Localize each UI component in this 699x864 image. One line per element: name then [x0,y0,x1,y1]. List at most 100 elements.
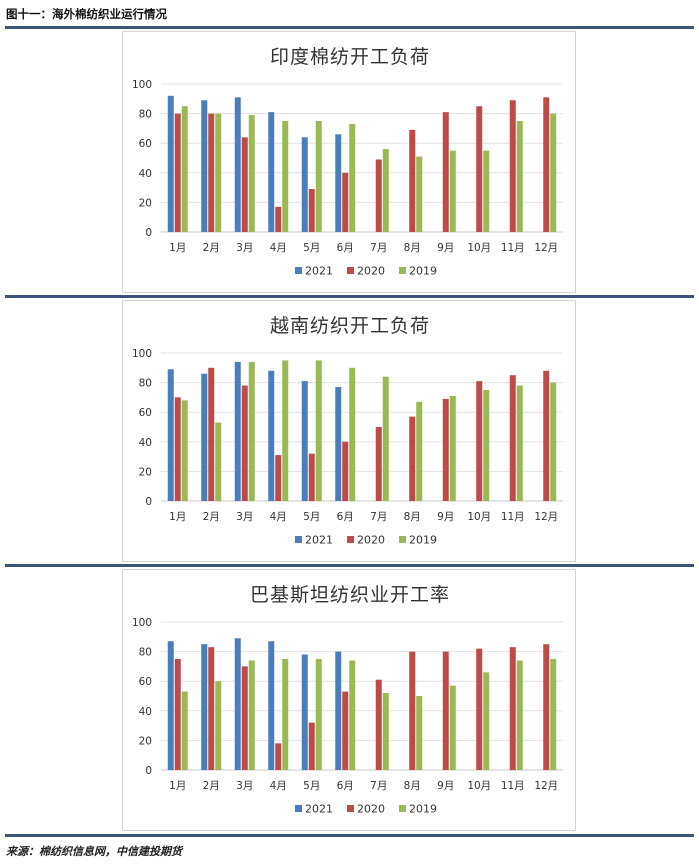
bar-2020-5月 [308,722,315,770]
x-tick-label: 3月 [236,780,253,792]
bar-2020-11月 [509,375,516,501]
x-tick-label: 10月 [467,780,491,792]
x-tick-label: 12月 [534,511,558,523]
x-tick-label: 1月 [169,242,186,254]
y-tick-label: 0 [145,227,152,239]
bar-2019-12月 [550,659,557,770]
x-tick-label: 4月 [270,242,287,254]
bar-2021-4月 [268,370,275,501]
y-tick-label: 0 [145,765,152,777]
x-tick-label: 11月 [501,780,525,792]
bar-2020-4月 [275,455,282,501]
bar-2019-7月 [382,376,389,501]
bar-2020-6月 [342,172,349,232]
chart-title: 越南纺织开工负荷 [270,315,430,337]
legend-swatch-2021 [295,536,302,543]
bar-2019-1月 [181,691,188,770]
bar-2021-2月 [201,644,208,770]
bar-2021-6月 [335,651,342,770]
y-tick-label: 40 [139,437,152,449]
bar-2019-8月 [416,401,423,501]
bar-2020-7月 [375,679,382,770]
bar-2019-6月 [349,660,356,770]
bar-2019-3月 [248,115,255,232]
x-tick-label: 3月 [236,511,253,523]
bar-2020-1月 [174,397,181,501]
bar-2021-2月 [201,373,208,501]
x-tick-label: 7月 [370,511,387,523]
bar-2019-2月 [215,113,222,232]
divider-top [5,26,694,29]
y-tick-label: 80 [139,109,152,121]
bar-2019-7月 [382,693,389,770]
bar-2019-4月 [282,360,289,501]
bar-2019-11月 [516,121,523,232]
bar-2020-9月 [442,398,449,501]
x-tick-label: 9月 [437,511,454,523]
y-tick-label: 100 [132,79,152,91]
legend-swatch-2020 [347,267,354,274]
x-tick-label: 8月 [404,780,421,792]
bar-2020-12月 [543,97,550,232]
x-tick-label: 11月 [501,242,525,254]
bar-2019-9月 [449,395,456,501]
bar-2019-5月 [315,659,322,770]
x-tick-label: 10月 [467,242,491,254]
bar-2020-2月 [208,647,215,770]
vietnam-chart-svg: 越南纺织开工负荷 0 20 40 60 80 100 1月 2月 3月 4月 5月 6月 7月 8月 9月 10… [132,315,563,547]
x-tick-label: 2月 [203,511,220,523]
y-tick-label: 20 [139,197,152,209]
x-tick-label: 6月 [337,511,354,523]
y-tick-label: 60 [139,676,152,688]
x-tick-label: 7月 [370,780,387,792]
y-tick-label: 40 [139,706,152,718]
y-tick-label: 60 [139,138,152,150]
bar-2020-3月 [241,666,248,770]
bar-2021-1月 [167,369,174,501]
x-tick-label: 3月 [236,242,253,254]
x-tick-label: 6月 [337,780,354,792]
bar-2021-4月 [268,112,275,232]
legend-swatch-2021 [295,805,302,812]
legend-swatch-2021 [295,267,302,274]
x-tick-label: 4月 [270,511,287,523]
bar-2021-3月 [234,638,241,770]
legend-label-2019: 2019 [409,803,437,816]
source-note: 来源：棉纺织信息网，中信建投期货 [6,845,182,858]
divider-2 [5,564,694,567]
bar-2020-1月 [174,659,181,770]
bar-2019-9月 [449,150,456,232]
legend-label-2020: 2020 [357,803,385,816]
bar-2019-2月 [215,422,222,501]
x-tick-label: 10月 [467,511,491,523]
bar-2019-12月 [550,382,557,501]
y-tick-label: 80 [139,378,152,390]
bar-2019-6月 [349,123,356,232]
chart-title: 巴基斯坦纺织业开工率 [250,584,450,606]
bar-2020-8月 [409,416,416,501]
bar-2020-11月 [509,647,516,770]
bar-2020-5月 [308,453,315,501]
bar-2019-9月 [449,685,456,770]
legend-swatch-2019 [399,267,406,274]
bar-2019-1月 [181,400,188,501]
bar-2021-6月 [335,134,342,232]
bar-2019-10月 [483,672,490,770]
bar-2019-3月 [248,361,255,501]
bar-2019-5月 [315,121,322,232]
bar-2021-3月 [234,97,241,232]
x-tick-label: 5月 [303,511,320,523]
bar-2021-6月 [335,387,342,501]
legend-label-2021: 2021 [305,534,333,547]
y-tick-label: 100 [132,617,152,629]
bar-2019-10月 [483,150,490,232]
bar-2020-2月 [208,367,215,501]
india-chart-svg: 印度棉纺开工负荷 0 20 40 60 80 100 1月 2月 3月 4月 5月 6月 7月 8月 9月 10… [132,46,563,278]
bar-2020-5月 [308,189,315,232]
y-tick-label: 100 [132,348,152,360]
bar-2020-6月 [342,441,349,501]
bar-2019-10月 [483,390,490,501]
legend-label-2019: 2019 [409,534,437,547]
legend-label-2020: 2020 [357,265,385,278]
bar-2020-12月 [543,644,550,770]
